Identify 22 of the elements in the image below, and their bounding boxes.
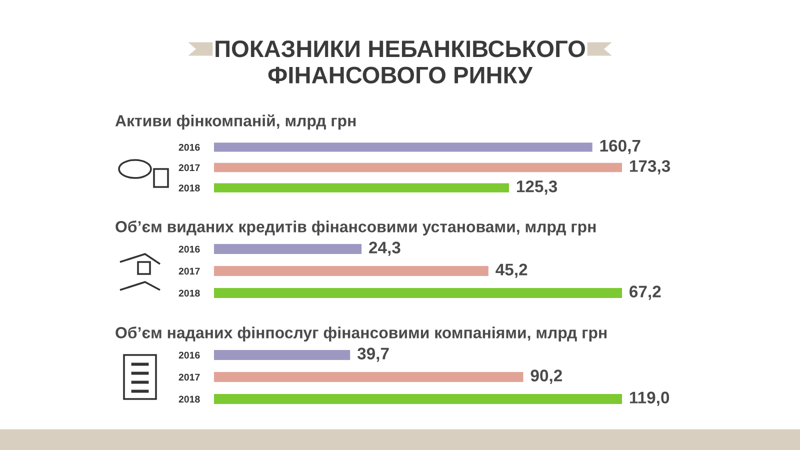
y-tick-label: 2016 — [178, 246, 200, 253]
y-tick-label: 2018 — [178, 290, 200, 297]
data-label: 160,7 — [600, 140, 640, 154]
data-label: 45,2 — [496, 264, 528, 278]
y-tick-label: 2018 — [178, 184, 200, 192]
y-tick-label: 2016 — [178, 352, 200, 359]
data-label: 39,7 — [357, 348, 389, 362]
y-tick-label: 2016 — [178, 144, 200, 151]
chart-subtitle: Об’єм виданих кредитів фінансовими установами, млрд грн — [116, 220, 596, 236]
y-tick-label: 2017 — [178, 164, 200, 172]
chart-subtitle: Об’єм наданих фінпослуг фінансовими компаніями, млрд грн — [116, 326, 607, 342]
y-tick-label: 2018 — [178, 396, 200, 403]
data-label: 125,3 — [516, 180, 558, 195]
data-label: 67,2 — [630, 286, 661, 300]
y-tick-label: 2017 — [178, 268, 200, 275]
chart-subtitle: Активи фінкомпаній, млрд грн — [115, 114, 356, 130]
y-tick-label: 2017 — [178, 374, 200, 381]
data-label: 173,3 — [630, 160, 670, 174]
data-label: 90,2 — [530, 370, 562, 384]
data-label: 24,3 — [369, 242, 400, 256]
chart-title: ПОКАЗНИКИ НЕБАНКІВСЬКОГО ФІНАНСОВОГО РИНКУ — [216, 40, 585, 84]
data-label: 119,0 — [630, 392, 670, 406]
